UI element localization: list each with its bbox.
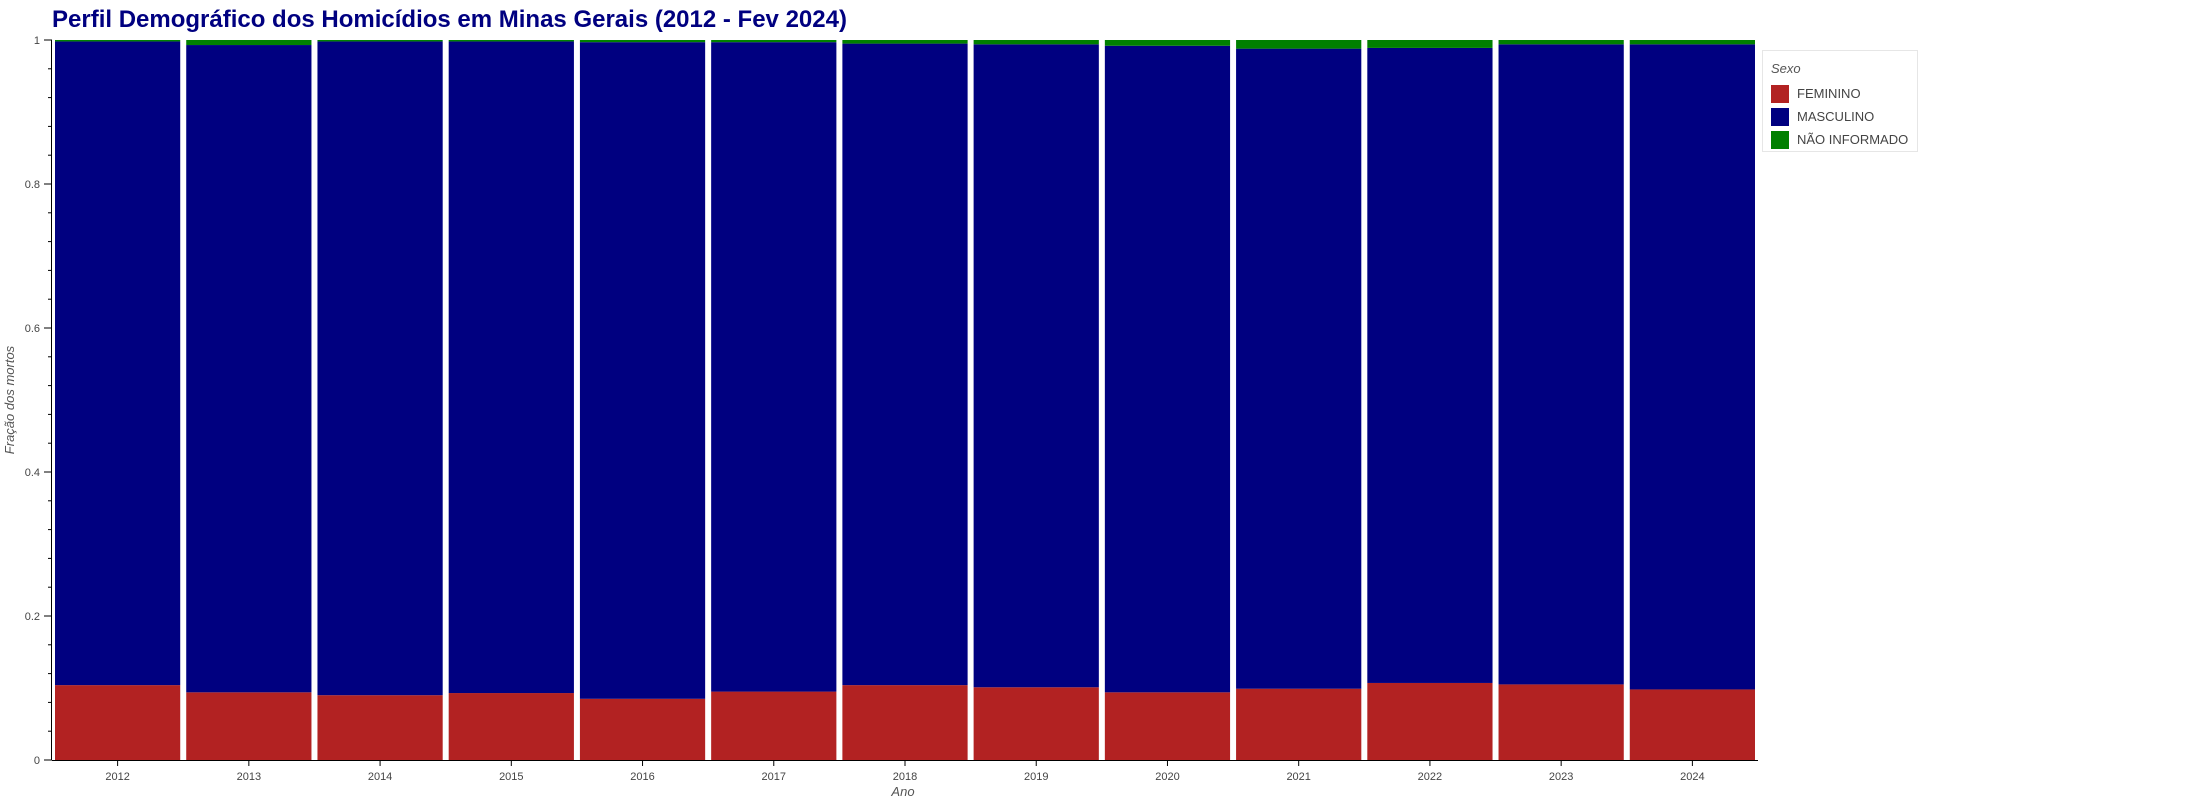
x-tick-label: 2012 — [105, 771, 129, 783]
y-tick-label: 0.6 — [25, 323, 40, 335]
x-axis: 2012 2013 2014 2015 2016 2017 2018 2019 2020 2021… — [52, 760, 1758, 783]
legend: Sexo FEMININO MASCULINO NÃO INFORMADO — [1762, 50, 1918, 152]
bars-layer — [55, 40, 1755, 760]
stacked-bar-chart: 2012 2013 2014 2015 2016 2017 2018 2019 2020 2021… — [2, 35, 1758, 799]
chart-title: Perfil Demográfico dos Homicídios em Min… — [52, 6, 847, 33]
x-tick-label: 2018 — [893, 771, 917, 783]
y-tick-label: 0 — [34, 755, 40, 767]
bar-2014-masculino — [317, 41, 443, 696]
bar-2023-masculino — [1498, 44, 1624, 685]
bar-2015-n-o-informado — [448, 40, 574, 42]
legend-items: FEMININO MASCULINO NÃO INFORMADO — [1771, 82, 1909, 151]
legend-item-masculino: MASCULINO — [1771, 105, 1909, 128]
legend-swatch — [1771, 107, 1789, 126]
y-axis: 0 0.2 0.4 0.6 0.8 1 — [25, 35, 52, 767]
x-tick-label: 2021 — [1286, 771, 1310, 783]
x-tick-label: 2024 — [1680, 771, 1704, 783]
x-axis-label: Ano — [890, 784, 914, 799]
bar-2020-feminino — [1104, 692, 1231, 760]
bar-2021-masculino — [1236, 48, 1362, 689]
bar-2013-n-o-informado — [186, 40, 312, 46]
bar-2017-feminino — [711, 691, 837, 760]
bar-2024-n-o-informado — [1629, 40, 1755, 45]
x-tick-label: 2023 — [1549, 771, 1573, 783]
bar-2022-feminino — [1367, 682, 1493, 760]
legend-swatch — [1771, 130, 1789, 149]
y-tick-label: 1 — [34, 35, 40, 47]
bar-2018-n-o-informado — [842, 40, 968, 44]
bar-2021-n-o-informado — [1236, 40, 1362, 49]
bar-2022-masculino — [1367, 47, 1493, 683]
x-tick-label: 2020 — [1155, 771, 1179, 783]
bar-2012-n-o-informado — [55, 40, 181, 42]
y-tick-label: 0.4 — [25, 467, 40, 479]
x-tick-label: 2019 — [1024, 771, 1048, 783]
y-axis-label: Fração dos mortos — [2, 345, 17, 454]
x-tick-label: 2016 — [630, 771, 654, 783]
bar-2016-masculino — [579, 42, 706, 699]
bar-2016-feminino — [579, 698, 706, 760]
y-tick-label: 0.2 — [25, 611, 40, 623]
x-tick-label: 2017 — [762, 771, 786, 783]
legend-label: MASCULINO — [1797, 109, 1875, 124]
x-tick-label: 2014 — [368, 771, 392, 783]
bar-2024-masculino — [1629, 44, 1755, 690]
bar-2016-n-o-informado — [579, 40, 706, 43]
x-tick-label: 2015 — [499, 771, 523, 783]
bar-2020-masculino — [1104, 45, 1231, 693]
bar-2018-masculino — [842, 43, 968, 686]
bar-2024-feminino — [1629, 689, 1755, 760]
bar-2018-feminino — [842, 685, 968, 760]
bar-2012-feminino — [55, 685, 181, 760]
legend-label: NÃO INFORMADO — [1797, 132, 1909, 147]
bar-2017-masculino — [711, 42, 837, 692]
bar-2019-feminino — [973, 687, 1099, 760]
bar-2019-masculino — [973, 44, 1099, 688]
bar-2015-feminino — [448, 693, 574, 760]
bar-2022-n-o-informado — [1367, 40, 1493, 48]
bar-2014-feminino — [317, 695, 443, 760]
bar-2017-n-o-informado — [711, 40, 837, 43]
legend-label: FEMININO — [1797, 86, 1861, 101]
legend-swatch — [1771, 84, 1789, 103]
bar-2013-masculino — [186, 45, 312, 693]
x-tick-label: 2022 — [1418, 771, 1442, 783]
y-tick-label: 0.8 — [25, 179, 40, 191]
legend-item-n-o-informado: NÃO INFORMADO — [1771, 128, 1909, 151]
bar-2019-n-o-informado — [973, 40, 1099, 45]
bar-2013-feminino — [186, 692, 312, 760]
bar-2012-masculino — [55, 41, 181, 686]
bar-2023-n-o-informado — [1498, 40, 1624, 45]
legend-item-feminino: FEMININO — [1771, 82, 1909, 105]
bar-2023-feminino — [1498, 684, 1624, 760]
bar-2014-n-o-informado — [317, 40, 443, 42]
bar-2021-feminino — [1236, 688, 1362, 760]
legend-title: Sexo — [1771, 61, 1801, 76]
x-tick-label: 2013 — [237, 771, 261, 783]
bar-2015-masculino — [448, 41, 574, 694]
bar-2020-n-o-informado — [1104, 40, 1231, 46]
